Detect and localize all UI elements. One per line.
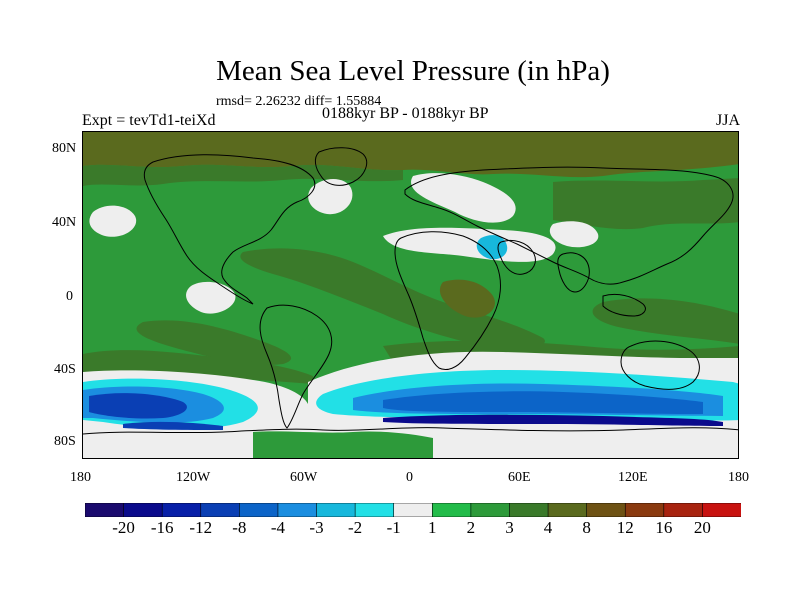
lat-label-40n: 40N — [52, 215, 77, 230]
colorbar-swatch — [547, 502, 588, 518]
field-npac-white — [89, 205, 137, 237]
field-antarctic-west-low — [123, 421, 223, 430]
field-antarctica-green — [253, 431, 433, 458]
colorbar-label: -4 — [270, 518, 286, 537]
experiment-label: Expt = tevTd1-teiXd — [82, 112, 216, 129]
season-label: JJA — [716, 112, 741, 129]
colorbar-swatch — [702, 502, 742, 518]
colorbar-swatch — [354, 502, 395, 518]
colorbar-label: 12 — [616, 518, 634, 537]
field-asia-high — [553, 178, 738, 230]
colorbar-swatch — [200, 502, 241, 518]
coast-greenland — [314, 147, 368, 186]
colorbar-swatch — [431, 502, 472, 518]
coast-north-america — [143, 154, 316, 305]
field-arctic-high-2 — [83, 164, 403, 186]
colorbar-swatch — [161, 502, 202, 518]
lat-label-80n: 80N — [52, 141, 77, 156]
colorbar-label: 16 — [655, 518, 673, 537]
colorbar-label: 1 — [428, 518, 437, 537]
lon-label-0: 0 — [406, 470, 413, 485]
field-epac-white — [186, 281, 236, 314]
field-so-core-2 — [383, 391, 703, 414]
colorbar-swatch — [624, 502, 665, 518]
pressure-map — [82, 131, 739, 459]
field-tropic-brown-2 — [136, 320, 292, 365]
figure-title: Mean Sea Level Pressure (in hPa) — [216, 55, 610, 87]
colorbar-swatch — [316, 502, 356, 518]
colorbar-swatch — [123, 502, 163, 518]
pressure-field — [83, 132, 738, 458]
field-sahara-white — [383, 227, 556, 262]
colorbar-swatch — [84, 502, 125, 518]
field-tibet-white — [549, 221, 599, 248]
colorbar-label: -1 — [386, 518, 401, 537]
stats-text: rmsd= 2.26232 diff= 1.55884 — [216, 94, 382, 109]
colorbar-swatch — [393, 502, 434, 518]
field-so-core-1 — [89, 393, 187, 419]
colorbar-labels: -20 -16 -12 -8 -4 -3 -2 -1 1 2 3 4 8 12 16 20 — [0, 518, 800, 542]
field-natl-white — [308, 179, 353, 215]
colorbar-label: -8 — [232, 518, 247, 537]
lat-label-80s: 80S — [54, 434, 76, 449]
field-antarctic-coast-low — [383, 414, 723, 426]
colorbar-label: -16 — [150, 518, 174, 537]
colorbar-swatches — [84, 502, 742, 518]
colorbar — [84, 502, 742, 522]
lon-label-60e: 60E — [508, 470, 531, 485]
lon-label-180e: 180 — [728, 470, 749, 485]
colorbar-label: 3 — [505, 518, 514, 537]
colorbar-label: -3 — [309, 518, 324, 537]
period-label: 0188kyr BP - 0188kyr BP — [322, 105, 489, 122]
field-arctic-high — [83, 132, 738, 178]
colorbar-label: 2 — [466, 518, 476, 537]
colorbar-label: -20 — [112, 518, 135, 537]
colorbar-label: -2 — [348, 518, 363, 537]
coast-arabia — [497, 239, 536, 275]
field-arabia-cyan — [476, 235, 508, 260]
coast-australia — [620, 340, 700, 390]
lat-label-equator: 0 — [66, 289, 73, 304]
colorbar-label: 8 — [582, 518, 591, 537]
coast-antarctica — [83, 427, 738, 435]
lon-label-60w: 60W — [290, 470, 318, 485]
colorbar-label: -12 — [189, 518, 213, 537]
colorbar-swatch — [239, 502, 279, 518]
colorbar-swatch — [586, 502, 627, 518]
field-africa-brown — [439, 279, 495, 318]
coast-indonesia — [602, 293, 646, 317]
field-tropic-brown-3 — [592, 298, 738, 344]
coast-eurasia — [404, 166, 734, 285]
lon-label-120w: 120W — [176, 470, 211, 485]
colorbar-swatch — [663, 502, 704, 518]
colorbar-label: 20 — [693, 518, 711, 537]
colorbar-label: 4 — [543, 518, 553, 537]
coast-south-america — [259, 304, 333, 429]
colorbar-swatch — [470, 502, 511, 518]
coast-africa — [394, 231, 501, 371]
field-tropic-brown-1 — [240, 248, 545, 351]
coastlines — [83, 147, 738, 435]
lon-label-180w: 180 — [70, 470, 91, 485]
field-europe-white — [411, 173, 516, 223]
lat-label-40s: 40S — [54, 362, 76, 377]
colorbar-swatch — [509, 502, 549, 518]
lon-label-120e: 120E — [618, 470, 648, 485]
coast-india — [557, 252, 590, 293]
colorbar-swatch — [277, 502, 318, 518]
